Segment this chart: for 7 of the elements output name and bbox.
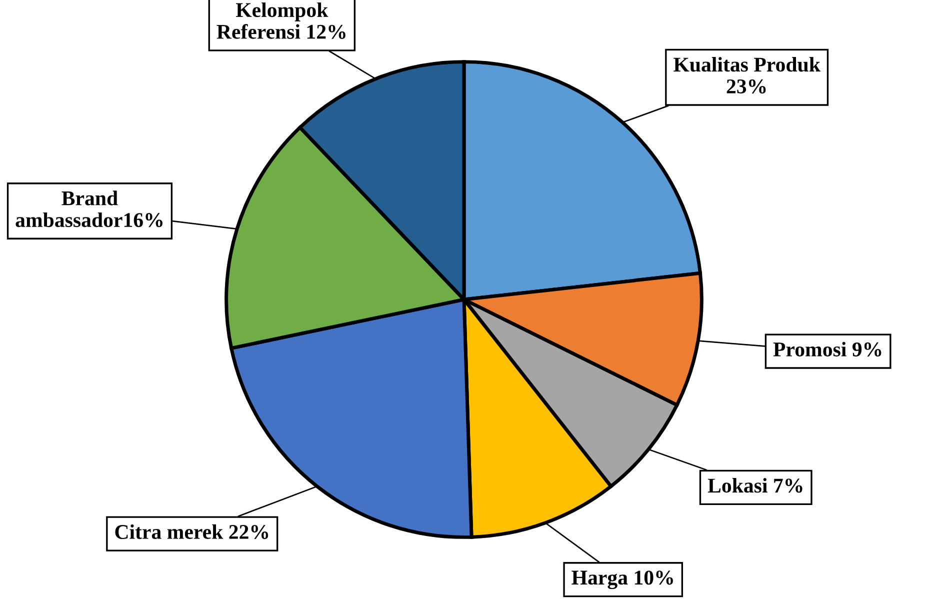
slice-label: Harga 10%: [572, 570, 673, 590]
slice-label: Kualitas Produk 23%: [674, 57, 820, 94]
slice-label: Kelompok Referensi 12%: [216, 2, 346, 39]
slice-label: Promosi 9%: [773, 342, 882, 357]
slice-label: Brand ambassador16%: [16, 190, 162, 228]
slice-label: Lokasi 7%: [708, 478, 802, 493]
slice-label: Citra merek 22%: [115, 524, 268, 540]
